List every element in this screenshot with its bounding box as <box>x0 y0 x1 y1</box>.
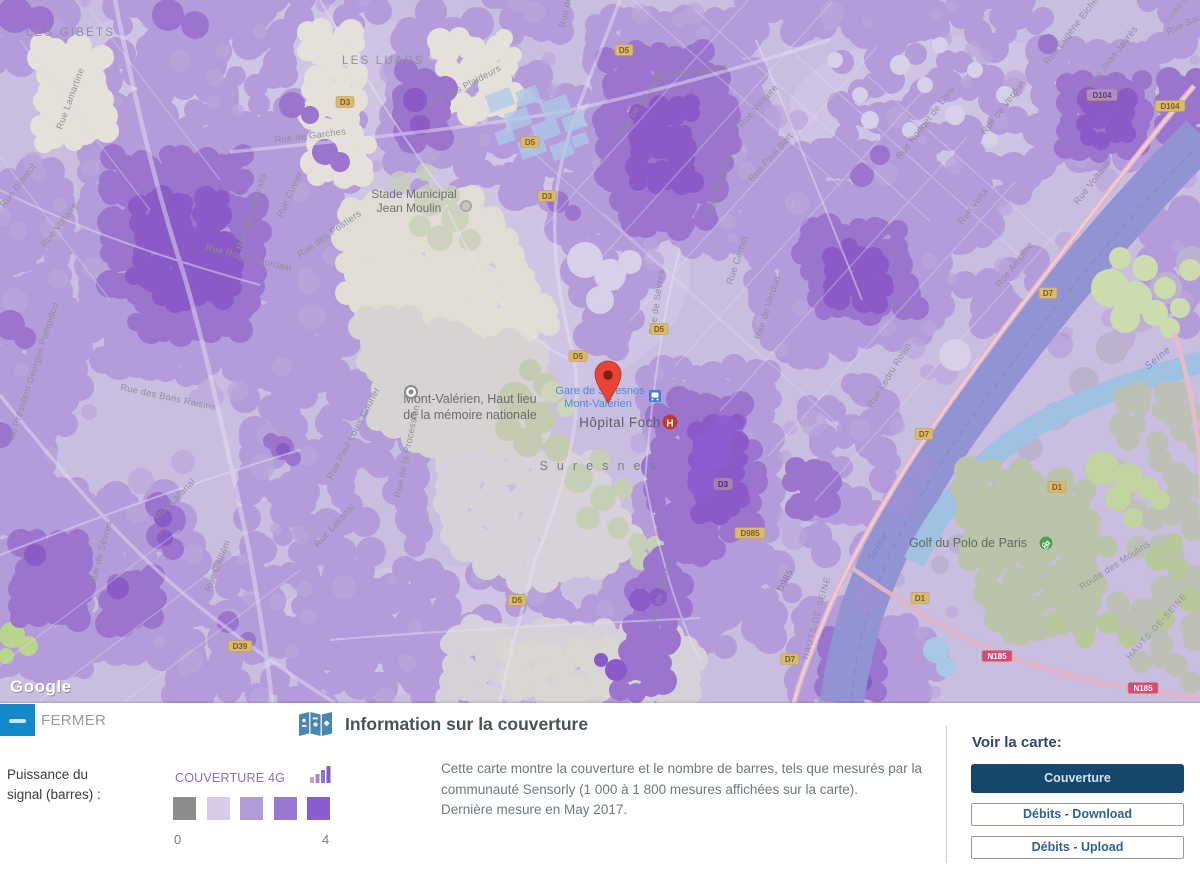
svg-text:LES GIBETS: LES GIBETS <box>26 27 115 39</box>
svg-text:de la mémoire nationale: de la mémoire nationale <box>403 408 536 422</box>
svg-text:D5: D5 <box>573 352 584 361</box>
svg-text:D985: D985 <box>740 529 760 538</box>
svg-text:D5: D5 <box>525 138 536 147</box>
svg-text:N185: N185 <box>1133 684 1153 693</box>
svg-text:Golf du Polo de Paris: Golf du Polo de Paris <box>909 536 1027 550</box>
svg-text:Mont-Valérien, Haut lieu: Mont-Valérien, Haut lieu <box>403 392 536 406</box>
svg-text:D39: D39 <box>233 642 248 651</box>
svg-text:LES LUAPS: LES LUAPS <box>342 55 424 67</box>
svg-text:N185: N185 <box>987 652 1007 661</box>
svg-text:D5: D5 <box>654 325 665 334</box>
svg-text:D7: D7 <box>785 655 796 664</box>
svg-text:Gare de Suresnes: Gare de Suresnes <box>555 385 645 397</box>
svg-text:Google: Google <box>11 678 73 697</box>
svg-text:Google: Google <box>10 677 72 696</box>
svg-text:Stade Municipal: Stade Municipal <box>371 187 456 201</box>
svg-text:D104: D104 <box>1092 91 1112 100</box>
svg-text:⚣: ⚣ <box>1041 539 1051 549</box>
svg-text:D7: D7 <box>1043 289 1054 298</box>
svg-text:D1: D1 <box>915 594 926 603</box>
svg-text:D1: D1 <box>1052 483 1063 492</box>
svg-text:H: H <box>666 419 673 430</box>
svg-text:Hôpital Foch: Hôpital Foch <box>579 415 661 430</box>
svg-text:D104: D104 <box>1160 102 1180 111</box>
svg-text:D7: D7 <box>919 430 930 439</box>
svg-text:D5: D5 <box>512 596 523 605</box>
svg-text:D3: D3 <box>542 192 553 201</box>
svg-text:D3: D3 <box>340 98 351 107</box>
svg-text:Jean Moulin: Jean Moulin <box>377 201 442 215</box>
svg-text:Mont-Valérien: Mont-Valérien <box>564 398 632 410</box>
svg-text:S u r e s n e s: S u r e s n e s <box>539 459 658 473</box>
svg-text:D3: D3 <box>718 480 729 489</box>
svg-text:D5: D5 <box>619 46 630 55</box>
